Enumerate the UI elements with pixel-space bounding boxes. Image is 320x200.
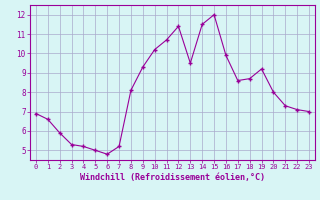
X-axis label: Windchill (Refroidissement éolien,°C): Windchill (Refroidissement éolien,°C) [80,173,265,182]
